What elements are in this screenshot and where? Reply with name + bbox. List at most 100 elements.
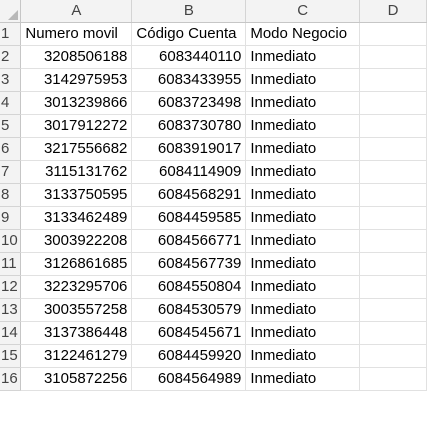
cell-d8[interactable]	[359, 183, 427, 207]
cell-d11[interactable]	[359, 252, 427, 276]
cell-d6[interactable]	[359, 137, 427, 161]
cell-b9[interactable]: 6084459585	[131, 206, 247, 230]
cell-a3[interactable]: 3142975953	[20, 68, 133, 92]
table-row: 15 3122461279 6084459920 Inmediato	[0, 344, 427, 368]
select-all-triangle-icon	[8, 10, 19, 20]
cell-b8[interactable]: 6084568291	[131, 183, 247, 207]
cell-c9[interactable]: Inmediato	[245, 206, 361, 230]
cell-a16[interactable]: 3105872256	[20, 367, 133, 391]
cell-a1[interactable]: Numero movil	[20, 22, 133, 46]
cell-a15[interactable]: 3122461279	[20, 344, 133, 368]
row-header-6[interactable]: 6	[0, 137, 22, 161]
table-row: 2 3208506188 6083440110 Inmediato	[0, 45, 427, 69]
cell-b13[interactable]: 6084530579	[131, 298, 247, 322]
column-header-a[interactable]: A	[20, 0, 133, 23]
row-header-9[interactable]: 9	[0, 206, 22, 230]
column-header-c[interactable]: C	[245, 0, 361, 23]
cell-d16[interactable]	[359, 367, 427, 391]
cell-a5[interactable]: 3017912272	[20, 114, 133, 138]
cell-b14[interactable]: 6084545671	[131, 321, 247, 345]
row-header-11[interactable]: 11	[0, 252, 22, 276]
cell-b6[interactable]: 6083919017	[131, 137, 247, 161]
row-header-12[interactable]: 12	[0, 275, 22, 299]
cell-b12[interactable]: 6084550804	[131, 275, 247, 299]
cell-c5[interactable]: Inmediato	[245, 114, 361, 138]
cell-c8[interactable]: Inmediato	[245, 183, 361, 207]
cell-c6[interactable]: Inmediato	[245, 137, 361, 161]
row-header-15[interactable]: 15	[0, 344, 22, 368]
cell-b10[interactable]: 6084566771	[131, 229, 247, 253]
cell-c10[interactable]: Inmediato	[245, 229, 361, 253]
cell-b7[interactable]: 6084114909	[131, 160, 247, 184]
table-row: 8 3133750595 6084568291 Inmediato	[0, 183, 427, 207]
cell-c11[interactable]: Inmediato	[245, 252, 361, 276]
table-row: 13 3003557258 6084530579 Inmediato	[0, 298, 427, 322]
cell-b11[interactable]: 6084567739	[131, 252, 247, 276]
cell-c16[interactable]: Inmediato	[245, 367, 361, 391]
cell-d13[interactable]	[359, 298, 427, 322]
row-header-16[interactable]: 16	[0, 367, 22, 391]
row-header-4[interactable]: 4	[0, 91, 22, 115]
table-row: 5 3017912272 6083730780 Inmediato	[0, 114, 427, 138]
column-header-b[interactable]: B	[131, 0, 247, 23]
cell-d5[interactable]	[359, 114, 427, 138]
cell-b2[interactable]: 6083440110	[131, 45, 247, 69]
cell-c7[interactable]: Inmediato	[245, 160, 361, 184]
column-header-row: A B C D	[0, 0, 427, 23]
row-header-10[interactable]: 10	[0, 229, 22, 253]
cell-c13[interactable]: Inmediato	[245, 298, 361, 322]
table-row: 11 3126861685 6084567739 Inmediato	[0, 252, 427, 276]
cell-d1[interactable]	[359, 22, 427, 46]
cell-b1[interactable]: Código Cuenta	[131, 22, 247, 46]
table-row: 1 Numero movil Código Cuenta Modo Negocio	[0, 22, 427, 46]
row-header-7[interactable]: 7	[0, 160, 22, 184]
cell-d14[interactable]	[359, 321, 427, 345]
cell-a11[interactable]: 3126861685	[20, 252, 133, 276]
cell-a6[interactable]: 3217556682	[20, 137, 133, 161]
row-header-3[interactable]: 3	[0, 68, 22, 92]
row-header-14[interactable]: 14	[0, 321, 22, 345]
cell-c15[interactable]: Inmediato	[245, 344, 361, 368]
cell-c12[interactable]: Inmediato	[245, 275, 361, 299]
cell-b3[interactable]: 6083433955	[131, 68, 247, 92]
cell-d10[interactable]	[359, 229, 427, 253]
row-header-8[interactable]: 8	[0, 183, 22, 207]
cell-c3[interactable]: Inmediato	[245, 68, 361, 92]
grid-body: 1 Numero movil Código Cuenta Modo Negocio 2 3…	[0, 22, 427, 391]
cell-b15[interactable]: 6084459920	[131, 344, 247, 368]
cell-b4[interactable]: 6083723498	[131, 91, 247, 115]
cell-d9[interactable]	[359, 206, 427, 230]
cell-a2[interactable]: 3208506188	[20, 45, 133, 69]
cell-a14[interactable]: 3137386448	[20, 321, 133, 345]
cell-d7[interactable]	[359, 160, 427, 184]
row-header-2[interactable]: 2	[0, 45, 22, 69]
select-all-corner[interactable]	[0, 0, 22, 23]
cell-a4[interactable]: 3013239866	[20, 91, 133, 115]
column-header-d[interactable]: D	[359, 0, 427, 23]
cell-b5[interactable]: 6083730780	[131, 114, 247, 138]
cell-b16[interactable]: 6084564989	[131, 367, 247, 391]
cell-c2[interactable]: Inmediato	[245, 45, 361, 69]
table-row: 3 3142975953 6083433955 Inmediato	[0, 68, 427, 92]
cell-d12[interactable]	[359, 275, 427, 299]
cell-a12[interactable]: 3223295706	[20, 275, 133, 299]
cell-d3[interactable]	[359, 68, 427, 92]
row-header-1[interactable]: 1	[0, 22, 22, 46]
cell-c14[interactable]: Inmediato	[245, 321, 361, 345]
cell-a10[interactable]: 3003922208	[20, 229, 133, 253]
table-row: 12 3223295706 6084550804 Inmediato	[0, 275, 427, 299]
cell-a9[interactable]: 3133462489	[20, 206, 133, 230]
cell-c4[interactable]: Inmediato	[245, 91, 361, 115]
cell-d4[interactable]	[359, 91, 427, 115]
cell-a7[interactable]: 3115131762	[20, 160, 133, 184]
cell-d2[interactable]	[359, 45, 427, 69]
cell-d15[interactable]	[359, 344, 427, 368]
row-header-13[interactable]: 13	[0, 298, 22, 322]
cell-c1[interactable]: Modo Negocio	[245, 22, 361, 46]
cell-a8[interactable]: 3133750595	[20, 183, 133, 207]
table-row: 4 3013239866 6083723498 Inmediato	[0, 91, 427, 115]
row-header-5[interactable]: 5	[0, 114, 22, 138]
table-row: 6 3217556682 6083919017 Inmediato	[0, 137, 427, 161]
cell-a13[interactable]: 3003557258	[20, 298, 133, 322]
